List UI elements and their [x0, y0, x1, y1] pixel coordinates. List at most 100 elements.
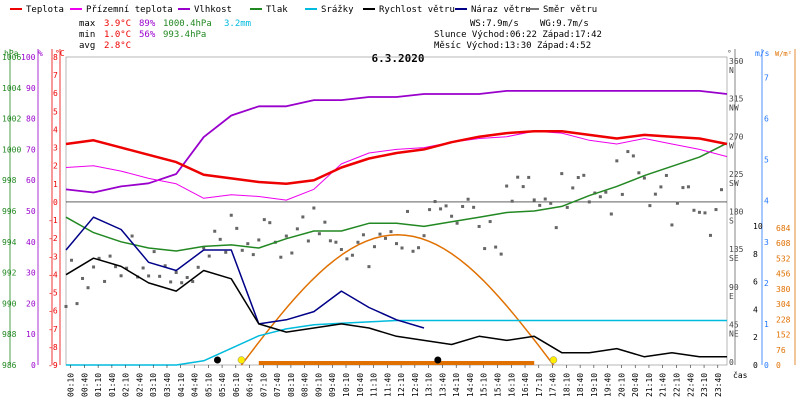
wind-direction-point: [565, 205, 569, 209]
wind-direction-point: [450, 214, 454, 218]
wind-direction-point: [439, 207, 443, 211]
legend-label: Přízemní teplota: [86, 5, 173, 15]
time-tick-label: 09:40: [328, 373, 337, 397]
wind-direction-point: [372, 245, 376, 249]
wind-direction-point: [637, 171, 641, 175]
hpa-tick: 990: [2, 299, 17, 308]
wm2-tick: 456: [776, 270, 791, 279]
legend-label: Vlhkost: [194, 5, 232, 15]
pct-tick: 10: [26, 330, 36, 339]
wind-direction-point: [659, 185, 663, 189]
wind-direction-point: [664, 173, 668, 177]
wind-direction-point: [697, 210, 701, 214]
wind-direction-point: [648, 204, 652, 208]
wind-direction-point: [367, 265, 371, 269]
time-tick-label: 17:40: [549, 373, 558, 397]
wind-direction-point: [653, 192, 657, 196]
time-tick-label: 06:10: [232, 373, 241, 397]
time-tick-label: 12:40: [411, 373, 420, 397]
axis-unit-direction: °: [727, 49, 732, 58]
time-tick-label: 20:10: [617, 373, 626, 397]
wind-direction-point: [295, 227, 299, 231]
degc-tick: 2: [53, 162, 58, 171]
avg-temp: 2.8°C: [104, 41, 131, 51]
legend-label: Náraz větru: [471, 5, 531, 15]
ms-tick: 6: [764, 115, 769, 124]
temperature-line: [65, 130, 728, 186]
mm-tick: 10: [753, 222, 763, 231]
wind-direction-point: [411, 249, 415, 253]
time-tick-label: 11:40: [383, 373, 392, 397]
degc-tick: 4: [53, 125, 58, 134]
wind-direction-point: [350, 253, 354, 257]
wind-direction-point: [108, 254, 112, 258]
wind-direction-point: [433, 200, 437, 204]
hpa-tick: 992: [2, 269, 17, 278]
hpa-tick: 994: [2, 238, 17, 247]
degc-tick: -4: [48, 270, 58, 279]
max-humidity: 89%: [139, 19, 156, 29]
hpa-tick: 998: [2, 176, 17, 185]
wind-direction-point: [620, 192, 624, 196]
dir-tick: 315: [729, 95, 744, 104]
legend-label: Tlak: [266, 5, 288, 15]
wind-direction-point: [174, 271, 178, 275]
hpa-tick: 1002: [2, 115, 21, 124]
wind-direction-point: [185, 275, 189, 279]
wind-direction-point: [703, 211, 707, 215]
degc-tick: 7: [53, 71, 58, 80]
wind-direction-point: [527, 175, 531, 179]
dir-tick: 180: [729, 208, 744, 217]
time-tick-label: 04:40: [191, 373, 200, 397]
wind-direction-point: [64, 304, 68, 308]
ground-temp-line: [65, 130, 728, 201]
wind-direction-point: [560, 172, 564, 176]
ms-tick: 7: [764, 74, 769, 83]
degc-tick: 6: [53, 89, 58, 98]
wind-direction-point: [141, 266, 145, 270]
wm2-tick: 608: [776, 239, 791, 248]
time-tick-label: 19:40: [604, 373, 613, 397]
wind-direction-point: [75, 302, 79, 306]
wind-direction-point: [516, 175, 520, 179]
rain-line: [66, 319, 727, 366]
wind-direction-point: [675, 201, 679, 205]
ms-tick: 1: [764, 320, 769, 329]
wind-direction-point: [290, 251, 294, 255]
wind-direction-point: [428, 208, 432, 212]
hpa-tick: 1004: [2, 84, 21, 93]
wind-direction-point: [339, 248, 343, 252]
wind-direction-point: [257, 238, 261, 242]
wind-direction-point: [361, 233, 365, 237]
sunset-marker: [549, 356, 558, 364]
dir-label: SE: [729, 254, 739, 263]
wind-direction-point: [262, 218, 266, 222]
pct-tick: 0: [31, 361, 36, 370]
wind-direction-point: [719, 188, 723, 192]
time-tick-label: 00:10: [67, 373, 76, 397]
sunrise-marker: [237, 356, 246, 364]
wind-direction-point: [240, 248, 244, 252]
plot-frame: [65, 56, 728, 366]
wind-direction-point: [554, 226, 558, 230]
wind-direction-point: [268, 221, 272, 225]
dir-tick: 0: [729, 358, 734, 367]
legend-label: Srážky: [321, 5, 354, 15]
wm2-tick: 0: [776, 361, 781, 370]
wind-direction-point: [345, 257, 349, 261]
wind-direction-point: [417, 246, 421, 250]
time-tick-label: 16:10: [507, 373, 516, 397]
time-tick-label: 13:40: [438, 373, 447, 397]
wind-direction-point: [130, 234, 134, 238]
time-tick-label: 15:10: [480, 373, 489, 397]
min-temp: 1.0°C: [104, 30, 131, 40]
degc-tick: -9: [48, 361, 58, 370]
wind-direction-point: [86, 286, 90, 290]
wind-direction-point: [125, 266, 129, 270]
time-tick-label: 00:40: [80, 373, 89, 397]
axis-unit-percent: %: [38, 49, 43, 58]
pressure-line: [65, 142, 728, 252]
time-tick-label: 16:40: [521, 373, 530, 397]
dir-label: NE: [729, 329, 739, 338]
wind-direction-point: [328, 239, 332, 243]
